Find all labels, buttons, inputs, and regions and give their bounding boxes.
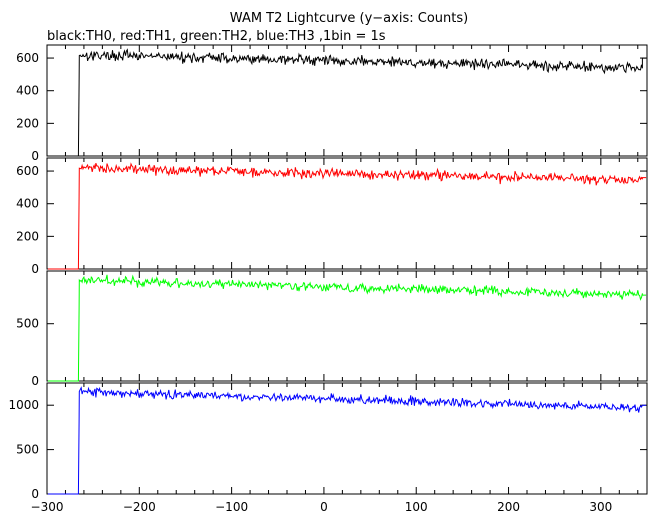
x-tick-label: −100 — [215, 500, 248, 514]
chart-title: WAM T2 Lightcurve (y−axis: Counts) — [230, 11, 468, 26]
x-tick-label: 0 — [320, 500, 328, 514]
y-tick-label: 1000 — [8, 398, 39, 412]
plot-frame — [46, 270, 648, 382]
series-line-TH3 — [47, 386, 647, 495]
x-tick-label: 100 — [405, 500, 428, 514]
y-tick-label: 500 — [16, 317, 39, 331]
x-tick-label: −300 — [31, 500, 64, 514]
plot-frame — [46, 157, 648, 270]
x-tick-label: 200 — [497, 500, 520, 514]
y-tick-label: 600 — [16, 51, 39, 65]
y-tick-label: 400 — [16, 84, 39, 98]
panel-TH2: 0 500 — [16, 270, 648, 388]
x-axis: −300 −200 −100 0 100 200 300 — [31, 500, 613, 514]
plot-frame — [46, 382, 648, 495]
plot-frame — [46, 44, 648, 157]
y-tick-label: 500 — [16, 443, 39, 457]
y-tick-label: 200 — [16, 116, 39, 130]
panel-TH3: 0 500 1000 — [8, 382, 648, 501]
x-tick-label: 300 — [589, 500, 612, 514]
y-tick-label: 0 — [31, 149, 39, 163]
y-tick-label: 0 — [31, 374, 39, 388]
series-line-TH0 — [47, 48, 647, 157]
y-tick-label: 400 — [16, 197, 39, 211]
y-tick-label: 600 — [16, 164, 39, 178]
panel-TH1: 0 200 400 600 — [16, 157, 648, 276]
y-tick-label: 200 — [16, 229, 39, 243]
panel-TH0: 0 200 400 600 — [16, 44, 648, 163]
series-line-TH2 — [47, 274, 647, 382]
y-tick-label: 0 — [31, 262, 39, 276]
series-line-TH1 — [47, 162, 647, 270]
chart-subtitle: black:TH0, red:TH1, green:TH2, blue:TH3 … — [47, 29, 386, 44]
y-tick-label: 0 — [31, 487, 39, 501]
x-tick-label: −200 — [123, 500, 156, 514]
